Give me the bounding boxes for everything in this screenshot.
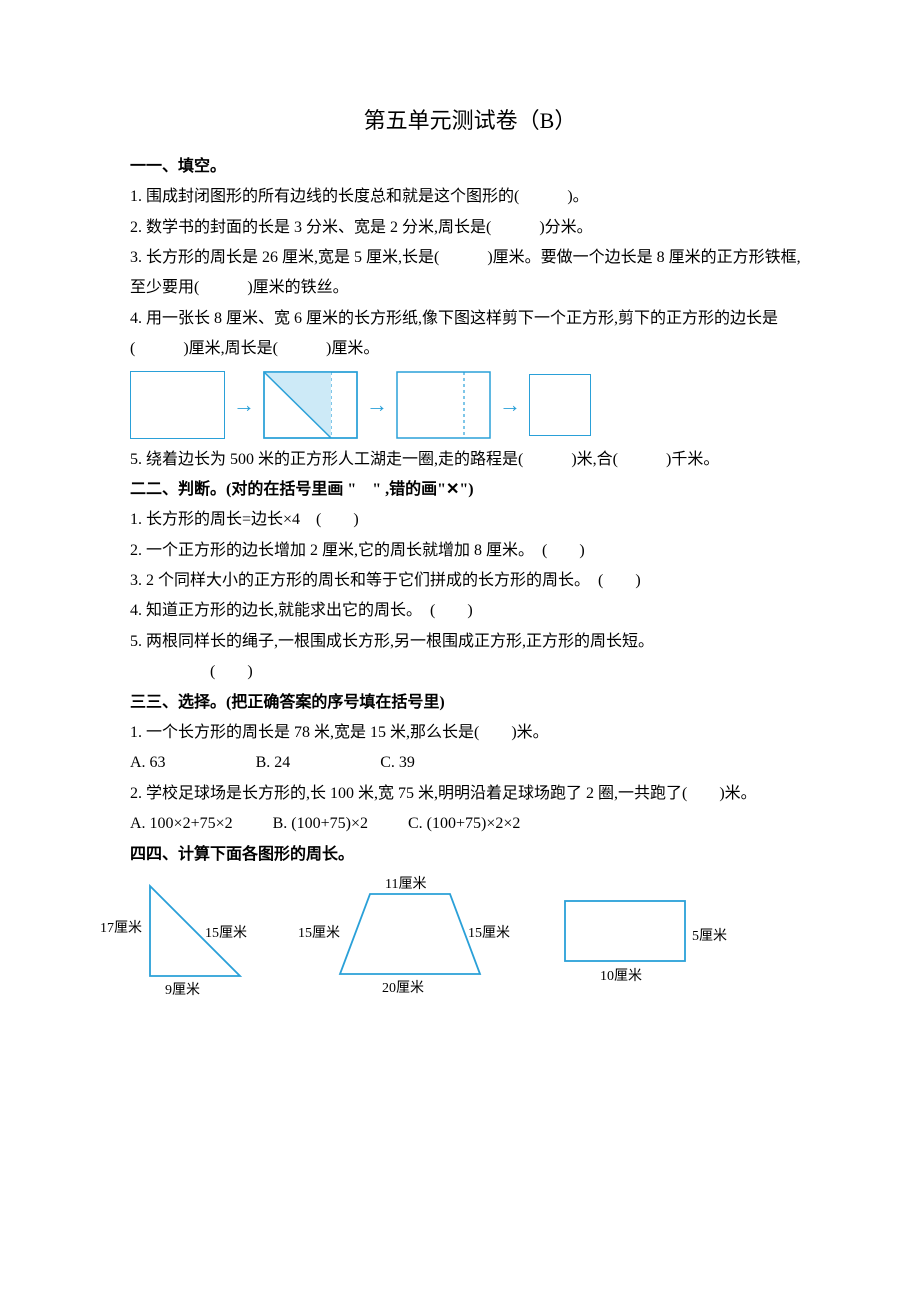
q4-step1-rect xyxy=(130,371,225,439)
tri-label-c: 9厘米 xyxy=(165,978,200,1005)
page-title: 第五单元测试卷（B） xyxy=(130,100,810,142)
trap-label-right: 15厘米 xyxy=(468,921,510,948)
trap-label-left: 15厘米 xyxy=(298,921,340,948)
q4-step3-rect xyxy=(396,371,491,439)
s1-q2: 2. 数学书的封面的长是 3 分米、宽是 2 分米,周长是( )分米。 xyxy=(130,213,810,243)
s3-q2-opt-a: A. 100×2+75×2 xyxy=(130,809,233,839)
s3-q1-opt-a: A. 63 xyxy=(130,748,166,778)
arrow-icon: → xyxy=(233,384,255,426)
q4-step4-square xyxy=(529,374,591,436)
s2-q5a: 5. 两根同样长的绳子,一根围成长方形,另一根围成正方形,正方形的周长短。 xyxy=(130,627,810,657)
q4-diagram: → → → xyxy=(130,371,810,439)
s2-q5b: ( ) xyxy=(130,657,810,687)
arrow-icon: → xyxy=(499,384,521,426)
shape-rectangle: 5厘米 10厘米 xyxy=(560,896,730,986)
s2-q2: 2. 一个正方形的边长增加 2 厘米,它的周长就增加 8 厘米。 ( ) xyxy=(130,536,810,566)
s3-q1-opt-b: B. 24 xyxy=(256,748,291,778)
s3-q2-opt-c: C. (100+75)×2×2 xyxy=(408,809,520,839)
q4-step2-rect xyxy=(263,371,358,439)
s3-q2-opt-b: B. (100+75)×2 xyxy=(273,809,368,839)
s1-q4: 4. 用一张长 8 厘米、宽 6 厘米的长方形纸,像下图这样剪下一个正方形,剪下… xyxy=(130,304,810,365)
rect-label-w: 10厘米 xyxy=(600,964,642,991)
tri-label-a: 17厘米 xyxy=(100,916,142,943)
section-3-head: 三三、选择。(把正确答案的序号填在括号里) xyxy=(130,688,810,718)
trap-label-bottom: 20厘米 xyxy=(382,976,424,1003)
rect-label-h: 5厘米 xyxy=(692,924,727,951)
s3-q1-opt-c: C. 39 xyxy=(380,748,415,778)
s2-q4: 4. 知道正方形的边长,就能求出它的周长。 ( ) xyxy=(130,596,810,626)
shape-triangle: 17厘米 15厘米 9厘米 xyxy=(130,876,260,986)
s1-q1: 1. 围成封闭图形的所有边线的长度总和就是这个图形的( )。 xyxy=(130,182,810,212)
s2-q1: 1. 长方形的周长=边长×4 ( ) xyxy=(130,505,810,535)
s1-q3: 3. 长方形的周长是 26 厘米,宽是 5 厘米,长是( )厘米。要做一个边长是… xyxy=(130,243,810,304)
section-1-head: 一一、填空。 xyxy=(130,152,810,182)
section-2-head: 二二、判断。(对的在括号里画 " " ,错的画"✕") xyxy=(130,475,810,505)
s3-q2: 2. 学校足球场是长方形的,长 100 米,宽 75 米,明明沿着足球场跑了 2… xyxy=(130,779,810,809)
trap-label-top: 11厘米 xyxy=(385,872,426,899)
s3-q1: 1. 一个长方形的周长是 78 米,宽是 15 米,那么长是( )米。 xyxy=(130,718,810,748)
arrow-icon: → xyxy=(366,384,388,426)
s1-q5: 5. 绕着边长为 500 米的正方形人工湖走一圈,走的路程是( )米,合( )千… xyxy=(130,445,810,475)
tri-label-b: 15厘米 xyxy=(205,921,247,948)
s2-q3: 3. 2 个同样大小的正方形的周长和等于它们拼成的长方形的周长。 ( ) xyxy=(130,566,810,596)
section-4-head: 四四、计算下面各图形的周长。 xyxy=(130,840,810,870)
shape-trapezoid: 11厘米 15厘米 15厘米 20厘米 xyxy=(320,876,500,986)
shapes-row: 17厘米 15厘米 9厘米 11厘米 15厘米 15厘米 20厘米 5厘米 10… xyxy=(130,876,810,986)
